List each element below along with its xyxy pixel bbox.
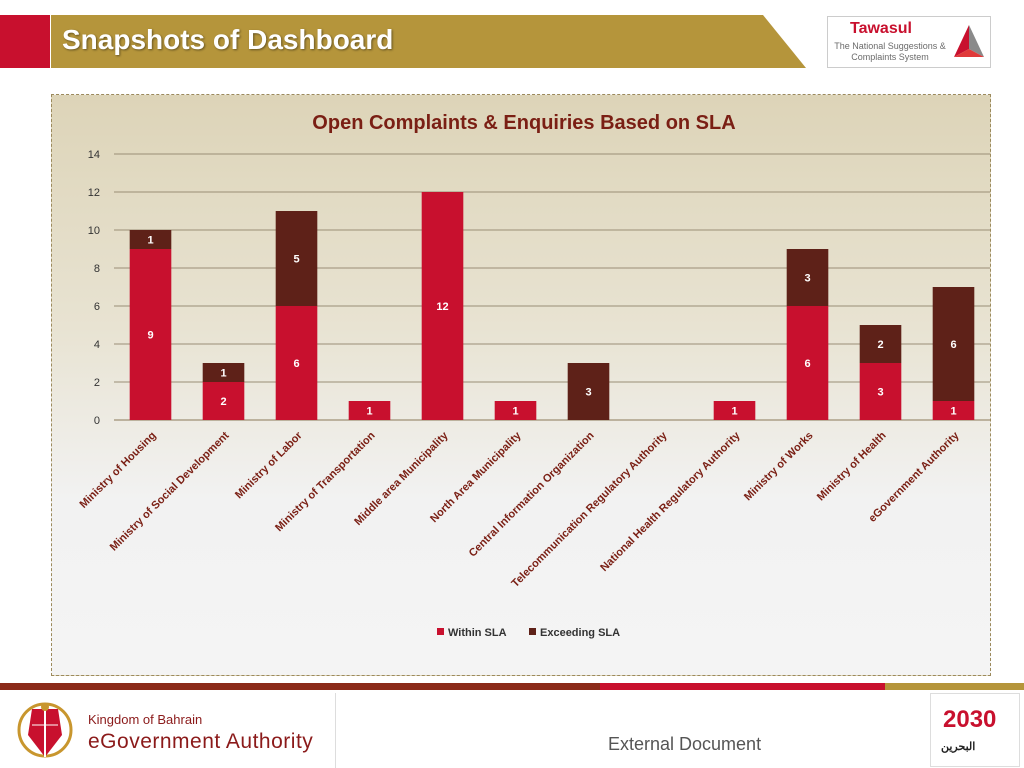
footer-rule-red <box>600 683 885 690</box>
legend-label: Exceeding SLA <box>540 627 620 639</box>
page-title: Snapshots of Dashboard <box>62 24 394 55</box>
chart-legend: Within SLA Exceeding SLA <box>437 627 620 639</box>
bar-segment <box>202 363 245 382</box>
ega-logo-box <box>6 693 336 768</box>
data-label: 5 <box>293 254 299 266</box>
bar-segment <box>859 325 902 363</box>
bar-segment <box>786 306 829 420</box>
tawasul-pyramid-icon <box>954 25 984 57</box>
x-tick-label: Ministry of Health <box>815 429 889 503</box>
data-label: 1 <box>512 406 518 418</box>
bar-segment <box>275 211 318 306</box>
bar-segment <box>932 401 975 420</box>
kingdom-label: Kingdom of Bahrain <box>88 712 203 727</box>
data-label: 3 <box>585 387 591 399</box>
bahrain-emblem-icon <box>17 702 73 758</box>
bar-segment <box>932 287 975 401</box>
x-tick-label: National Health Regulatory Authority <box>598 429 743 574</box>
vision-text: البحرين <box>941 741 976 753</box>
x-tick-label: Ministry of Works <box>742 430 816 504</box>
bar-segment <box>421 192 464 420</box>
y-tick-label: 0 <box>94 415 100 427</box>
bar-segment <box>129 249 172 420</box>
x-tick-label: Ministry of Social Development <box>108 429 232 553</box>
bar-segment <box>786 249 829 306</box>
y-tick-label: 4 <box>94 339 100 351</box>
y-tick-label: 12 <box>88 187 100 199</box>
legend-swatch <box>437 628 444 635</box>
data-label: 1 <box>147 235 153 247</box>
vision-2030-logo: 2030 البحرين <box>930 693 1020 767</box>
x-tick-label: Telecommunication Regulatory Authority <box>509 429 670 590</box>
footer-rule-gold <box>885 683 1024 690</box>
footer-rule-dark <box>0 683 600 690</box>
bar-segment <box>567 363 610 420</box>
data-label: 6 <box>950 339 956 351</box>
data-label: 3 <box>804 273 810 285</box>
tawasul-subtitle: The National Suggestions & Complaints Sy… <box>834 41 946 62</box>
legend-label: Within SLA <box>448 627 507 639</box>
y-tick-label: 6 <box>94 301 100 313</box>
data-label: 12 <box>436 301 448 313</box>
y-tick-label: 2 <box>94 377 100 389</box>
data-label: 6 <box>293 358 299 370</box>
authority-label: eGovernment Authority <box>88 730 314 753</box>
tawasul-name: Tawasul <box>850 20 912 37</box>
data-label: 1 <box>220 368 226 380</box>
x-tick-label: Central Information Organization <box>467 429 597 559</box>
chart-panel: Open Complaints & Enquiries Based on SLA… <box>51 94 991 676</box>
data-label: 1 <box>366 406 372 418</box>
tawasul-logo-box: Tawasul The National Suggestions & Compl… <box>827 16 991 68</box>
vision-year: 2030 <box>943 706 997 733</box>
bar-segment <box>494 401 537 420</box>
bar-segment <box>713 401 756 420</box>
header-accent-block <box>0 15 50 68</box>
legend-swatch <box>529 628 536 635</box>
bar-segment <box>348 401 391 420</box>
data-label: 2 <box>877 339 883 351</box>
bar-segment <box>129 230 172 249</box>
bar-segment <box>859 363 902 420</box>
data-label: 3 <box>877 387 883 399</box>
data-label: 1 <box>731 406 737 418</box>
bar-segment <box>275 306 318 420</box>
y-tick-label: 10 <box>88 225 100 237</box>
sla-stacked-bar-chart: Open Complaints & Enquiries Based on SLA… <box>78 112 990 639</box>
x-tick-label: Ministry of Labor <box>233 429 305 501</box>
data-label: 6 <box>804 358 810 370</box>
y-tick-label: 14 <box>88 149 100 161</box>
data-label: 9 <box>147 330 153 342</box>
x-tick-label: Ministry of Housing <box>78 430 159 511</box>
data-label: 2 <box>220 396 226 408</box>
data-label: 1 <box>950 406 956 418</box>
document-classification: External Document <box>608 734 762 754</box>
header-banner <box>51 15 806 68</box>
bar-segment <box>202 382 245 420</box>
y-tick-label: 8 <box>94 263 100 275</box>
chart-title: Open Complaints & Enquiries Based on SLA <box>312 112 735 134</box>
